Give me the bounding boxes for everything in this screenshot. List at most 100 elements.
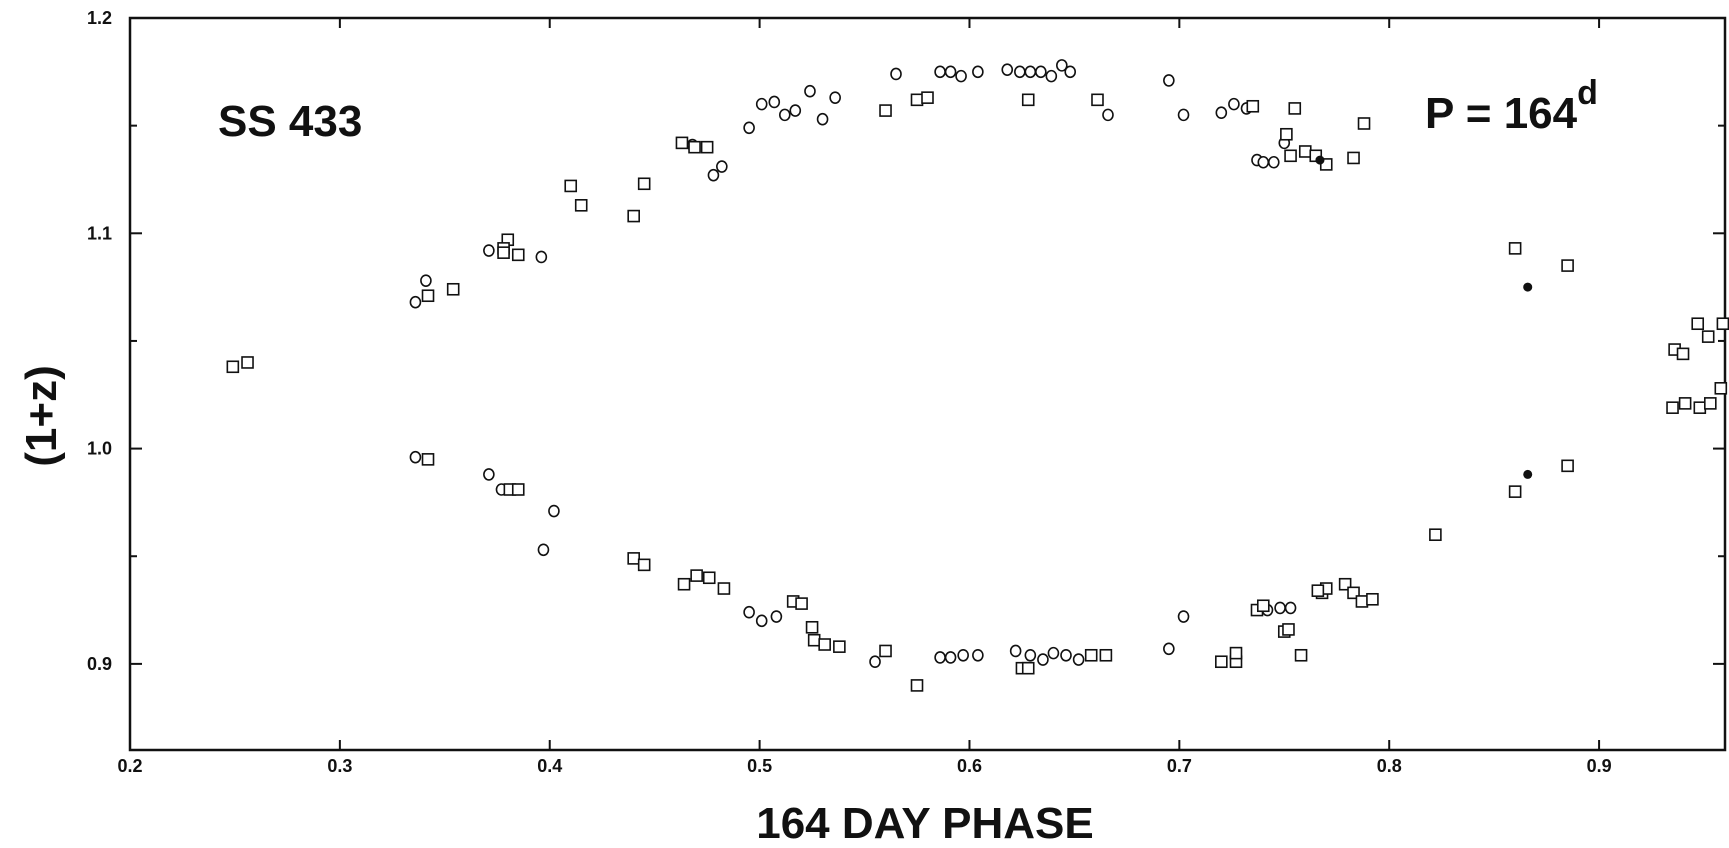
data-point-circle <box>1064 65 1077 79</box>
data-point-square <box>1666 401 1679 414</box>
data-point-square <box>1099 648 1113 662</box>
data-point-circle <box>483 468 495 481</box>
data-point-square <box>1298 145 1312 158</box>
period-label: P = 164d <box>1425 74 1598 138</box>
data-point-square <box>1701 330 1715 343</box>
data-point-square <box>1246 99 1260 113</box>
data-point-square <box>921 91 934 104</box>
data-point-circle <box>1024 65 1037 79</box>
data-point-circle <box>1163 74 1175 87</box>
data-point-square <box>1282 623 1295 636</box>
data-point-square <box>795 597 808 610</box>
data-point-square <box>818 638 831 651</box>
data-point-circle <box>420 274 432 287</box>
data-point-square <box>675 136 689 150</box>
data-point-circle <box>804 84 816 98</box>
data-point-circle <box>743 605 755 619</box>
data-point-circle <box>707 168 720 182</box>
data-point-square <box>1355 595 1369 608</box>
data-point-square <box>1693 401 1707 414</box>
data-point-circle <box>409 295 422 309</box>
data-point-circle <box>1274 601 1286 615</box>
data-point-square <box>1084 648 1098 662</box>
data-points <box>226 59 1729 692</box>
data-point-square <box>1288 102 1302 115</box>
data-point-square <box>446 282 460 296</box>
data-point-circle <box>955 69 967 83</box>
data-point-square <box>1311 584 1325 597</box>
x-tick-label: 0.2 <box>117 756 142 776</box>
data-point-circle <box>1284 601 1297 615</box>
data-point-circle <box>944 651 957 664</box>
data-point-square <box>805 620 819 634</box>
data-point-circle <box>1215 106 1228 120</box>
data-point-square <box>700 140 714 154</box>
data-point-square <box>1338 577 1352 591</box>
data-point-circle <box>778 108 791 122</box>
x-tick-label: 0.6 <box>957 756 982 776</box>
data-point-square <box>1284 149 1297 163</box>
data-point-square <box>637 558 651 572</box>
data-point-square <box>1691 317 1705 331</box>
data-point-circle <box>890 67 902 81</box>
data-point-square <box>421 289 435 303</box>
data-point-circle <box>1056 59 1068 72</box>
data-point-circle <box>409 450 422 464</box>
y-tick-label: 1.2 <box>87 8 112 28</box>
data-point-square <box>421 453 435 466</box>
data-point-square <box>574 199 588 212</box>
data-point-square <box>564 179 578 193</box>
data-point-square <box>226 360 240 374</box>
data-point-square <box>807 633 821 647</box>
data-point-square <box>1347 151 1360 165</box>
data-point-circle <box>1009 644 1022 658</box>
data-point-square <box>833 640 846 653</box>
x-tick-label: 0.3 <box>327 756 352 776</box>
data-point-circle <box>770 610 783 623</box>
data-point-circle <box>869 655 881 669</box>
data-point-square <box>1508 485 1522 498</box>
data-point-circle <box>1228 97 1240 111</box>
data-point-circle <box>1267 155 1280 169</box>
data-point-circle <box>1001 63 1014 76</box>
data-point-circle <box>1024 648 1037 662</box>
data-point-square <box>1678 397 1692 410</box>
data-point-square <box>1429 528 1442 542</box>
data-point-circle <box>755 97 768 111</box>
data-point-square <box>1366 592 1379 606</box>
data-point-square <box>1280 127 1293 141</box>
data-point-square <box>627 209 640 223</box>
data-point-square <box>1294 648 1308 662</box>
data-point-square <box>1256 599 1270 613</box>
data-point-square <box>511 483 525 496</box>
data-point-circle <box>1163 642 1175 656</box>
data-point-square <box>702 571 716 585</box>
data-point-circle <box>1257 155 1270 169</box>
data-point-circle <box>716 160 728 173</box>
period-unit-superscript: d <box>1577 74 1598 112</box>
data-point-circle <box>934 651 946 664</box>
y-tick-label: 0.9 <box>87 654 112 674</box>
tick-marks <box>129 17 1725 750</box>
x-tick-label: 0.4 <box>537 756 562 776</box>
data-point-square <box>241 356 254 369</box>
data-point-circle <box>768 95 781 109</box>
data-point-circle <box>1177 610 1190 623</box>
data-point-circle <box>944 65 957 79</box>
data-point-circle <box>1060 648 1072 662</box>
data-point-square <box>677 577 691 591</box>
data-point-square <box>1215 655 1228 669</box>
data-point-square <box>1561 259 1574 272</box>
data-point-circle <box>537 543 550 557</box>
data-point-square <box>1716 317 1729 331</box>
period-value: P = 164 <box>1425 89 1578 138</box>
data-point-circle <box>535 250 548 264</box>
data-point-square <box>910 93 924 107</box>
data-point-circle <box>1072 653 1085 666</box>
data-point-filled-circle <box>1523 469 1533 479</box>
data-point-square <box>1091 93 1104 107</box>
data-point-filled-circle <box>1523 282 1533 292</box>
data-point-square <box>879 644 892 658</box>
data-point-circle <box>789 104 802 117</box>
y-tick-label: 1.0 <box>87 439 112 459</box>
